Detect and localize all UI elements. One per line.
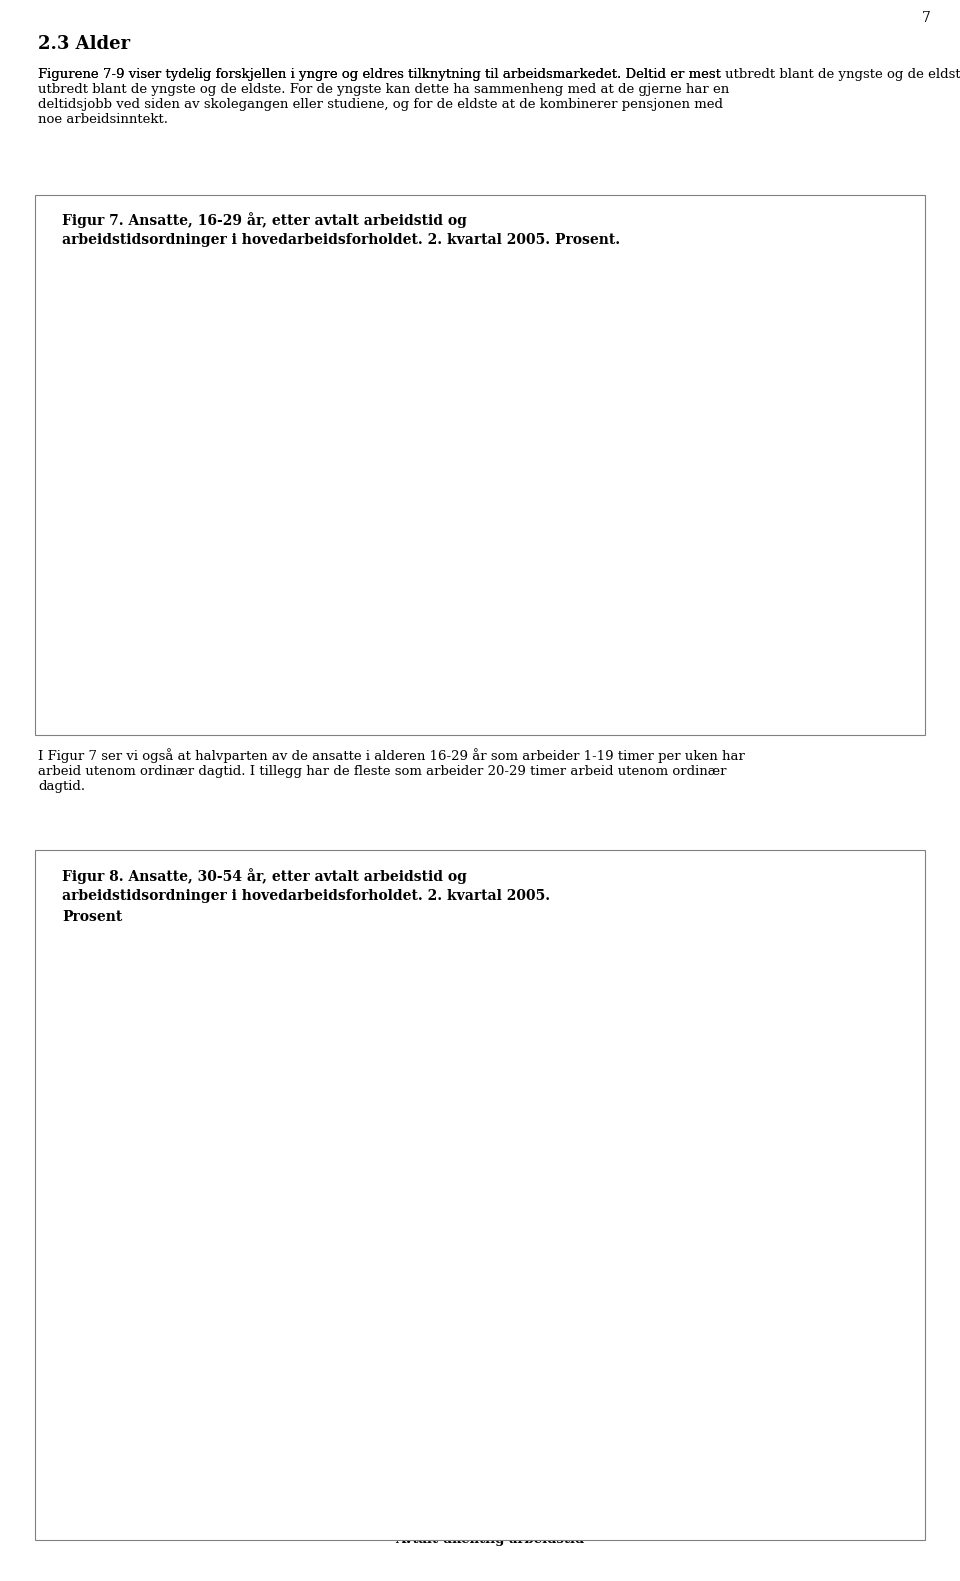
Text: 2.3 Alder: 2.3 Alder <box>38 35 131 54</box>
Text: I Figur 7 ser vi også at halvparten av de ansatte i alderen 16-29 år som arbeide: I Figur 7 ser vi også at halvparten av d… <box>38 748 745 794</box>
Text: Prosent: Prosent <box>62 911 123 923</box>
Text: Figurene 7-9 viser tydelig forskjellen i yngre og eldres tilknytning til arbeids: Figurene 7-9 viser tydelig forskjellen i… <box>38 68 730 126</box>
Text: Figur 7. Ansatte, 16-29 år, etter avtalt arbeidstid og: Figur 7. Ansatte, 16-29 år, etter avtalt… <box>62 212 468 228</box>
X-axis label: Avtalt ukentlig arbeidstid: Avtalt ukentlig arbeidstid <box>396 1534 585 1546</box>
X-axis label: Avtalt ukentlig arbeidstid: Avtalt ukentlig arbeidstid <box>396 724 585 737</box>
Text: 7: 7 <box>923 11 931 25</box>
Text: arbeidstidsordninger i hovedarbeidsforholdet. 2. kvartal 2005. Prosent.: arbeidstidsordninger i hovedarbeidsforho… <box>62 232 620 247</box>
Text: arbeidstidsordninger i hovedarbeidsforholdet. 2. kvartal 2005.: arbeidstidsordninger i hovedarbeidsforho… <box>62 889 550 903</box>
Text: Figur 8. Ansatte, 30-54 år, etter avtalt arbeidstid og: Figur 8. Ansatte, 30-54 år, etter avtalt… <box>62 868 468 884</box>
Legend: Ordinær dagtid, Utenom ordinær dagtid: Ordinær dagtid, Utenom ordinær dagtid <box>695 300 891 343</box>
Text: Figurene 7-9 viser tydelig forskjellen i yngre og eldres tilknytning til arbeids: Figurene 7-9 viser tydelig forskjellen i… <box>38 68 960 81</box>
Legend: Ordinær dagtid, Utenom ordinær dagtid: Ordinær dagtid, Utenom ordinær dagtid <box>695 972 891 1013</box>
